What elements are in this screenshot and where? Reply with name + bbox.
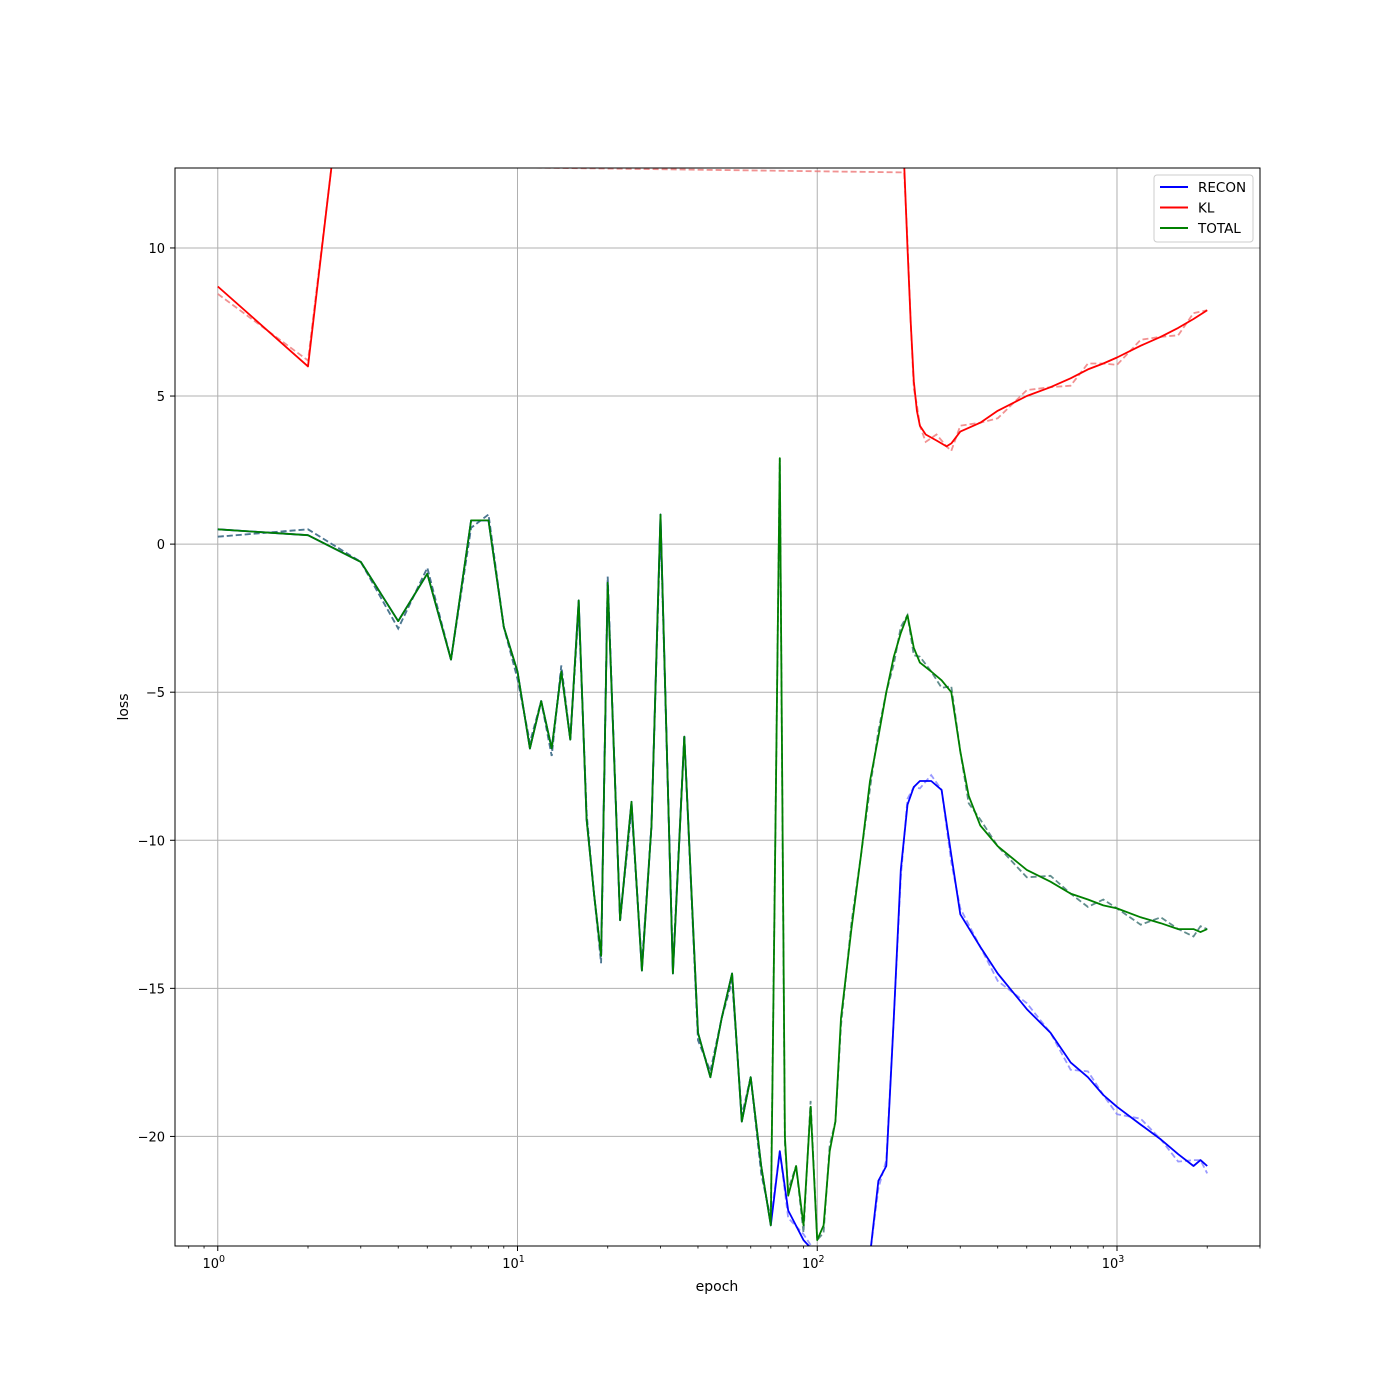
ticks: 100 101 102 103 10 5 0 −5 −10 −15 −20 <box>138 242 1261 1272</box>
y-tick-label: −20 <box>138 1130 165 1145</box>
y-tick-label: 5 <box>157 390 165 405</box>
plot-area <box>175 168 1260 1246</box>
legend-label-recon: RECON <box>1198 180 1246 196</box>
y-tick-label: 0 <box>157 538 165 553</box>
legend-label-kl: KL <box>1198 201 1215 217</box>
y-axis-label: loss <box>116 693 132 720</box>
legend-label-total: TOTAL <box>1197 221 1241 237</box>
plot-frame <box>174 167 1261 1247</box>
x-tick-label: 100 <box>202 1254 225 1272</box>
series-kl-line <box>217 168 1208 448</box>
y-tick-label: 10 <box>148 242 165 257</box>
y-tick-label: −15 <box>138 982 165 997</box>
legend-box <box>1153 174 1254 243</box>
y-tick-label: −5 <box>146 686 165 701</box>
series-total-line <box>217 457 1208 1241</box>
series-layer <box>217 168 1209 1246</box>
grid <box>175 168 1260 1246</box>
x-tick-label: 101 <box>502 1254 525 1272</box>
x-tick-label: 103 <box>1102 1254 1125 1272</box>
x-tick-label: 102 <box>802 1254 825 1272</box>
legend: RECON KL TOTAL <box>1153 174 1254 243</box>
x-axis-label: epoch <box>696 1279 739 1295</box>
y-tick-label: −10 <box>138 834 165 849</box>
